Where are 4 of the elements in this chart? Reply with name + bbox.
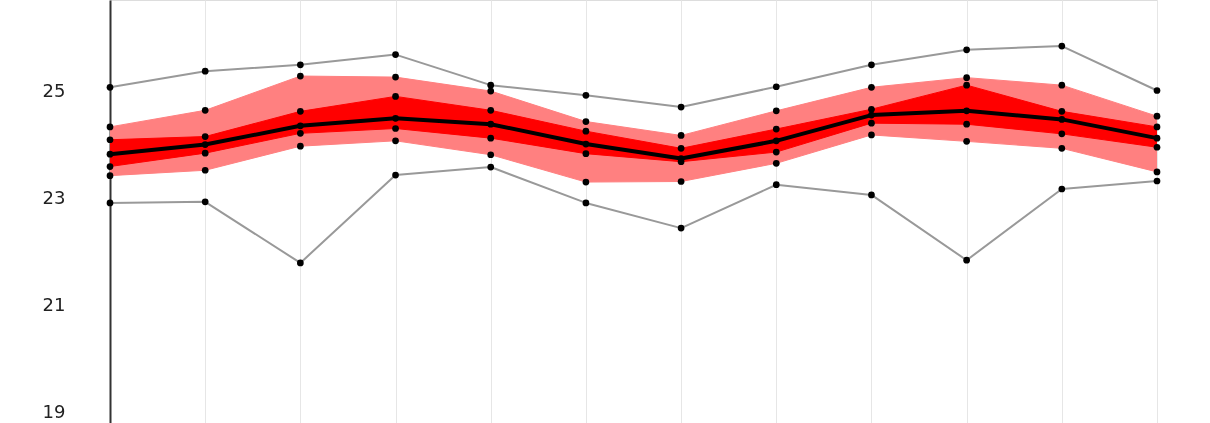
y-tick-label: 23 <box>42 186 66 208</box>
y-tick-label: 25 <box>42 79 66 101</box>
y-tick-label: 21 <box>42 293 66 315</box>
y-tick-label: 19 <box>42 400 66 422</box>
